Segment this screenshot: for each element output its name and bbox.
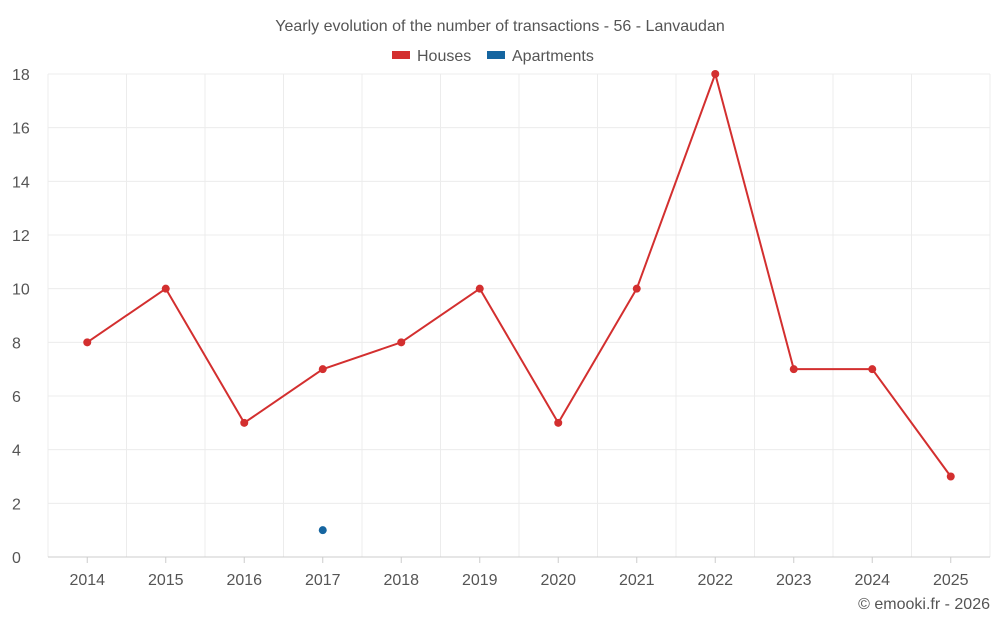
legend-label-houses: Houses [417, 48, 471, 65]
legend-item-houses[interactable]: Houses [392, 48, 471, 65]
data-point-houses-2020[interactable] [554, 418, 563, 427]
legend: Houses Apartments [392, 48, 594, 65]
data-point-apartments-2017[interactable] [318, 526, 327, 535]
y-tick-label: 14 [12, 174, 30, 191]
data-point-houses-2021[interactable] [632, 284, 641, 293]
x-axis: 2014 2015 2016 2017 2018 2019 2020 2021 2022 2023… [48, 556, 990, 589]
data-point-houses-2015[interactable] [161, 284, 170, 293]
x-tick-label: 2021 [619, 572, 655, 589]
y-tick-label: 8 [12, 335, 21, 352]
x-tick-label: 2024 [854, 572, 890, 589]
y-tick-label: 4 [12, 443, 21, 460]
series-apartments [318, 526, 327, 535]
legend-swatch-houses [392, 51, 410, 59]
grid [47, 73, 991, 557]
legend-item-apartments[interactable]: Apartments [487, 48, 594, 65]
data-point-houses-2023[interactable] [789, 365, 798, 374]
legend-label-apartments: Apartments [512, 48, 594, 65]
legend-swatch-apartments [487, 51, 505, 59]
x-tick-label: 2022 [697, 572, 733, 589]
y-tick-label: 2 [12, 496, 21, 513]
y-axis: 0 2 4 6 8 10 12 14 16 18 [12, 67, 30, 567]
data-point-houses-2022[interactable] [711, 70, 720, 78]
x-tick-label: 2018 [383, 572, 419, 589]
x-tick-label: 2025 [933, 572, 969, 589]
data-point-houses-2018[interactable] [397, 338, 406, 347]
data-point-houses-2019[interactable] [475, 284, 484, 293]
y-tick-label: 16 [12, 121, 30, 138]
y-tick-label: 0 [12, 550, 21, 567]
x-tick-label: 2023 [776, 572, 812, 589]
series-line-houses [86, 73, 952, 478]
data-point-houses-2025[interactable] [946, 472, 955, 481]
x-tick-label: 2014 [69, 572, 105, 589]
x-tick-label: 2020 [540, 572, 576, 589]
y-tick-label: 10 [12, 282, 30, 299]
series-houses [83, 70, 955, 481]
x-tick-label: 2019 [462, 572, 498, 589]
y-tick-label: 6 [12, 389, 21, 406]
chart-title: Yearly evolution of the number of transa… [275, 18, 724, 35]
x-tick-label: 2017 [305, 572, 341, 589]
y-tick-label: 18 [12, 67, 30, 84]
x-tick-label: 2015 [148, 572, 184, 589]
y-tick-label: 12 [12, 228, 30, 245]
x-tick-label: 2016 [226, 572, 262, 589]
data-point-houses-2016[interactable] [240, 418, 249, 427]
data-point-houses-2024[interactable] [868, 365, 877, 374]
data-point-houses-2014[interactable] [83, 338, 92, 347]
credit-text: © emooki.fr - 2026 [858, 596, 990, 613]
data-point-houses-2017[interactable] [318, 365, 327, 374]
series-layer [83, 70, 955, 535]
